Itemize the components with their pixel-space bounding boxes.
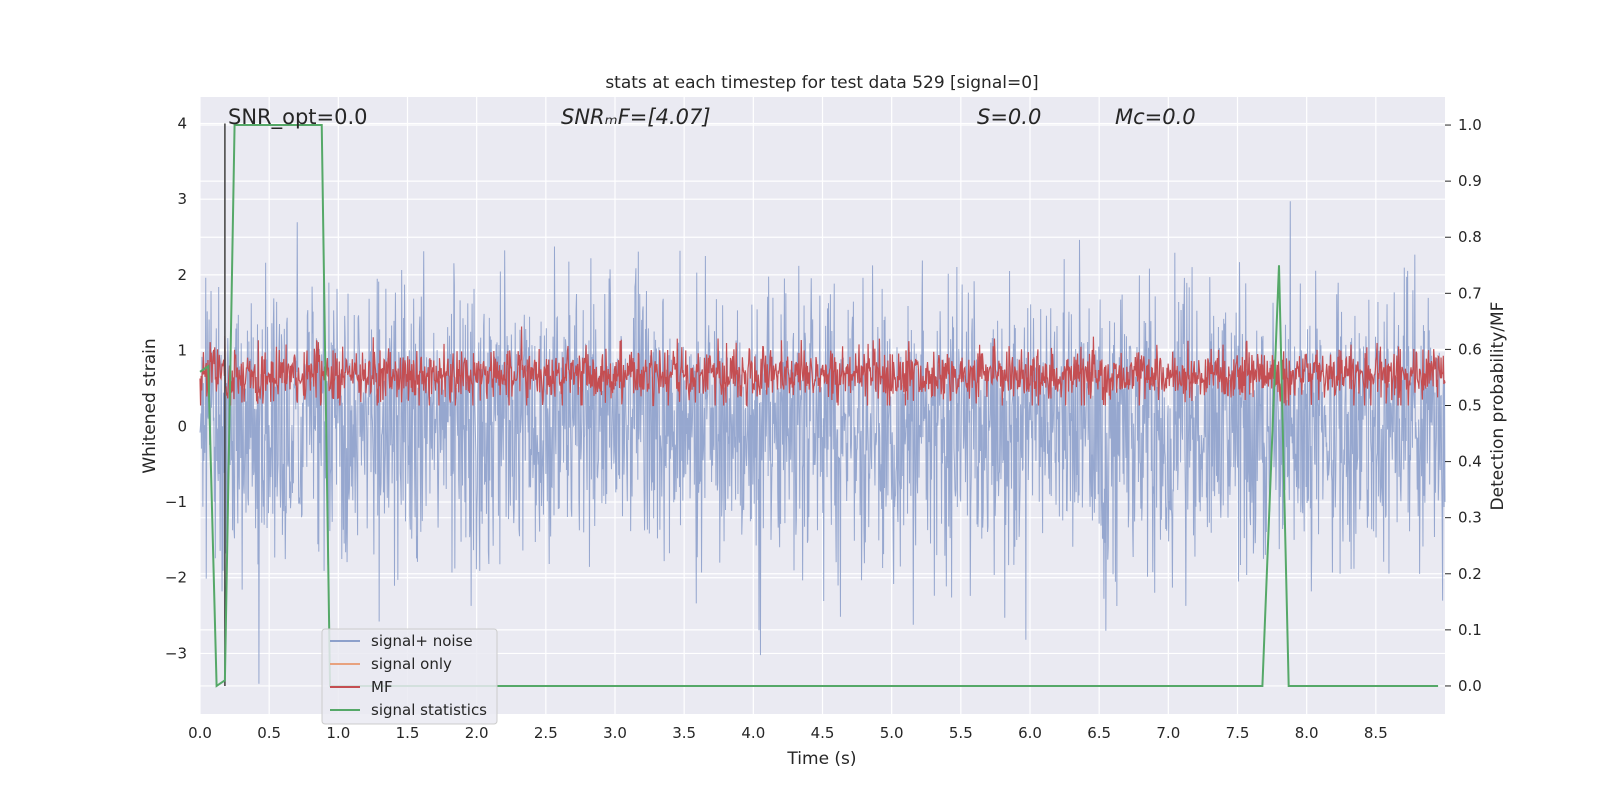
x-tick-label: 4.5 [811, 724, 835, 742]
y-left-tick-labels: −3 −2 −1 0 1 2 3 4 [165, 114, 187, 662]
y-right-tick-label: 1.0 [1458, 116, 1482, 134]
x-tick-label: 3.5 [672, 724, 696, 742]
x-axis-label: Time (s) [786, 749, 856, 769]
y-right-tick-labels: 0.0 0.1 0.2 0.3 0.4 0.5 0.6 0.7 0.8 0.9 1.0 [1445, 116, 1482, 695]
x-tick-label: 3.0 [603, 724, 627, 742]
annotation-snr-mf: SNRₘF=[4.07] [561, 105, 711, 129]
y-right-tick-label: 0.6 [1458, 340, 1482, 358]
x-tick-labels: 0.0 0.5 1.0 1.5 2.0 2.5 3.0 3.5 4.0 4.5 5.0 5.5 6.0 6… [188, 724, 1388, 742]
y-right-tick-label: 0.9 [1458, 172, 1482, 190]
y-right-tick-label: 0.0 [1458, 677, 1482, 695]
signal-statistics-series [199, 124, 1439, 688]
x-tick-label: 8.5 [1364, 724, 1388, 742]
x-tick-label: 0.0 [188, 724, 212, 742]
y-left-tick-label: −3 [165, 644, 187, 662]
y-right-tick-label: 0.4 [1458, 453, 1482, 471]
y-left-tick-label: 1 [177, 342, 187, 360]
y-left-tick-label: 3 [177, 190, 187, 208]
y-left-axis-label: Whitened strain [140, 338, 160, 473]
annotation-mc: Mc=0.0 [1115, 105, 1196, 129]
x-tick-label: 6.0 [1018, 724, 1042, 742]
y-left-tick-label: 0 [177, 417, 187, 435]
legend-label-mf: MF [371, 678, 393, 696]
y-right-tick-label: 0.8 [1458, 228, 1482, 246]
x-tick-label: 5.0 [880, 724, 904, 742]
x-tick-label: 0.5 [257, 724, 281, 742]
x-tick-label: 6.5 [1087, 724, 1111, 742]
legend: signal+ noise signal only MF signal stat… [321, 628, 498, 725]
y-right-tick-label: 0.5 [1458, 397, 1482, 415]
mf-series [199, 326, 1446, 407]
grid [199, 97, 1445, 714]
legend-label-signal-statistics: signal statistics [371, 701, 487, 719]
y-left-tick-label: 2 [177, 266, 187, 284]
y-right-tick-label: 0.3 [1458, 509, 1482, 527]
y-right-tick-label: 0.1 [1458, 621, 1482, 639]
mf-line [199, 326, 1446, 407]
x-tick-label: 1.0 [326, 724, 350, 742]
x-tick-label: 4.0 [741, 724, 765, 742]
y-left-tick-label: −1 [165, 493, 187, 511]
signal-statistics-line [199, 124, 1439, 688]
y-left-tick-label: 4 [177, 114, 187, 132]
x-tick-label: 8.0 [1295, 724, 1319, 742]
x-tick-label: 2.0 [465, 724, 489, 742]
y-right-axis-label: Detection probability/MF [1488, 302, 1508, 511]
legend-label-signal-noise: signal+ noise [371, 632, 473, 650]
y-right-tick-label: 0.7 [1458, 284, 1482, 302]
x-tick-label: 7.5 [1226, 724, 1250, 742]
y-right-tick-label: 0.2 [1458, 565, 1482, 583]
annotation-s: S=0.0 [977, 105, 1041, 129]
x-tick-label: 7.0 [1156, 724, 1180, 742]
x-tick-label: 5.5 [949, 724, 973, 742]
annotation-snr-opt: SNR_opt=0.0 [228, 105, 368, 130]
legend-box [321, 628, 498, 725]
y-left-tick-label: −2 [165, 569, 187, 587]
x-tick-label: 1.5 [396, 724, 420, 742]
chart-title: stats at each timestep for test data 529… [605, 73, 1038, 93]
legend-label-signal-only: signal only [371, 655, 452, 673]
x-tick-label: 2.5 [534, 724, 558, 742]
